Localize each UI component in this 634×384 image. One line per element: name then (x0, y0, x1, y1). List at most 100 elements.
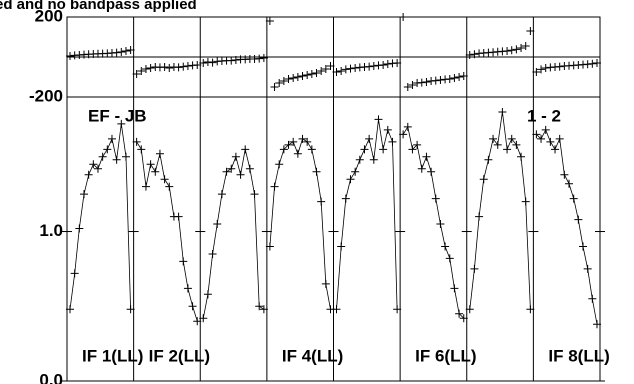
phase-point (165, 64, 174, 72)
phase-point (403, 83, 412, 91)
phase-point (507, 46, 516, 55)
amplitude-point (465, 305, 474, 314)
amplitude-point (332, 305, 341, 314)
phase-point (512, 45, 521, 54)
amplitude-point (213, 220, 222, 229)
phase-point (126, 46, 135, 54)
amplitude-point (250, 190, 259, 199)
phase-point (383, 60, 392, 68)
phase-tick-label: 200 (35, 6, 63, 25)
amplitude-point (450, 284, 459, 293)
phase-point (137, 67, 146, 75)
amplitude-point (183, 284, 192, 293)
amplitude-point (279, 145, 288, 154)
amplitude-point (303, 137, 312, 146)
chart-title: ed and no bandpass applied (0, 0, 197, 13)
phase-point (445, 75, 454, 83)
amplitude-point (317, 197, 326, 206)
phase-point (526, 27, 535, 35)
amp-line (202, 149, 265, 319)
amplitude-point (312, 167, 321, 176)
amp-tick-label: 0.0 (39, 370, 63, 384)
phase-point (289, 74, 298, 82)
phase-point (132, 70, 141, 78)
amplitude-point (403, 122, 412, 131)
amplitude-point (351, 167, 360, 176)
amplitude-point (574, 215, 583, 224)
phase-point (112, 48, 121, 57)
phase-point (275, 79, 284, 87)
phase-point (588, 59, 597, 68)
phase-point (459, 72, 468, 80)
amplitude-point (546, 137, 555, 146)
amplitude-point (155, 149, 164, 158)
phase-point (307, 70, 316, 78)
phase-point (351, 64, 360, 72)
phase-point (317, 67, 326, 75)
phase-point (199, 59, 208, 67)
amplitude-point (203, 290, 212, 299)
phase-point (326, 62, 335, 70)
phase-point (255, 54, 264, 63)
phase-point (208, 58, 217, 67)
phase-point (417, 78, 426, 87)
phase-point (270, 83, 279, 91)
amplitude-point (475, 212, 484, 221)
amplitude-point (66, 305, 74, 314)
phase-point (341, 65, 350, 74)
amplitude-point (117, 119, 126, 128)
phase-point (293, 73, 302, 81)
amplitude-point (360, 145, 369, 154)
phase-point (337, 67, 346, 75)
amplitude-point (517, 152, 526, 161)
phase-point (593, 59, 601, 67)
phase-point (174, 63, 183, 72)
phase-point (465, 51, 474, 59)
amplitude-point (417, 164, 426, 173)
amplitude-point (179, 257, 188, 266)
amplitude-point (393, 305, 402, 314)
amplitude-point (551, 145, 560, 154)
amp-tick-label: 1.0 (39, 221, 63, 240)
amplitude-point (79, 190, 88, 199)
amplitude-point (445, 254, 454, 263)
pol-label: 1 - 2 (527, 106, 561, 125)
amplitude-point (293, 149, 302, 158)
phase-point (517, 44, 526, 52)
amplitude-point (441, 242, 450, 251)
phase-point (399, 13, 408, 21)
phase-point (284, 75, 293, 83)
phase-point (141, 65, 150, 73)
phase-point (365, 62, 374, 71)
amplitude-point (188, 302, 197, 311)
amplitude-point (321, 279, 330, 288)
amplitude-point (526, 305, 535, 314)
amplitude-point (369, 155, 378, 164)
phase-point (379, 61, 388, 69)
amplitude-point (275, 160, 284, 169)
amplitude-point (579, 242, 588, 251)
amplitude-point (413, 140, 422, 149)
amplitude-point (532, 130, 541, 139)
amplitude-point (593, 320, 601, 329)
amplitude-point (231, 152, 240, 161)
amplitude-point (259, 305, 268, 314)
amplitude-point (588, 294, 597, 303)
amplitude-point (512, 140, 521, 149)
amplitude-point (137, 145, 146, 154)
amplitude-point (146, 160, 155, 169)
amplitude-point (236, 170, 245, 179)
amp-line (269, 138, 331, 310)
phase-point (298, 72, 307, 80)
amplitude-point (459, 314, 468, 323)
amplitude-point (374, 115, 383, 124)
amplitude-point (112, 155, 121, 164)
phase-point (321, 65, 330, 73)
phase-point (183, 62, 192, 70)
amplitude-point (565, 179, 574, 188)
phase-point (346, 64, 355, 73)
phase-point (179, 62, 188, 71)
phase-point (259, 54, 268, 62)
amplitude-point (541, 125, 550, 134)
amplitude-point (422, 152, 431, 161)
